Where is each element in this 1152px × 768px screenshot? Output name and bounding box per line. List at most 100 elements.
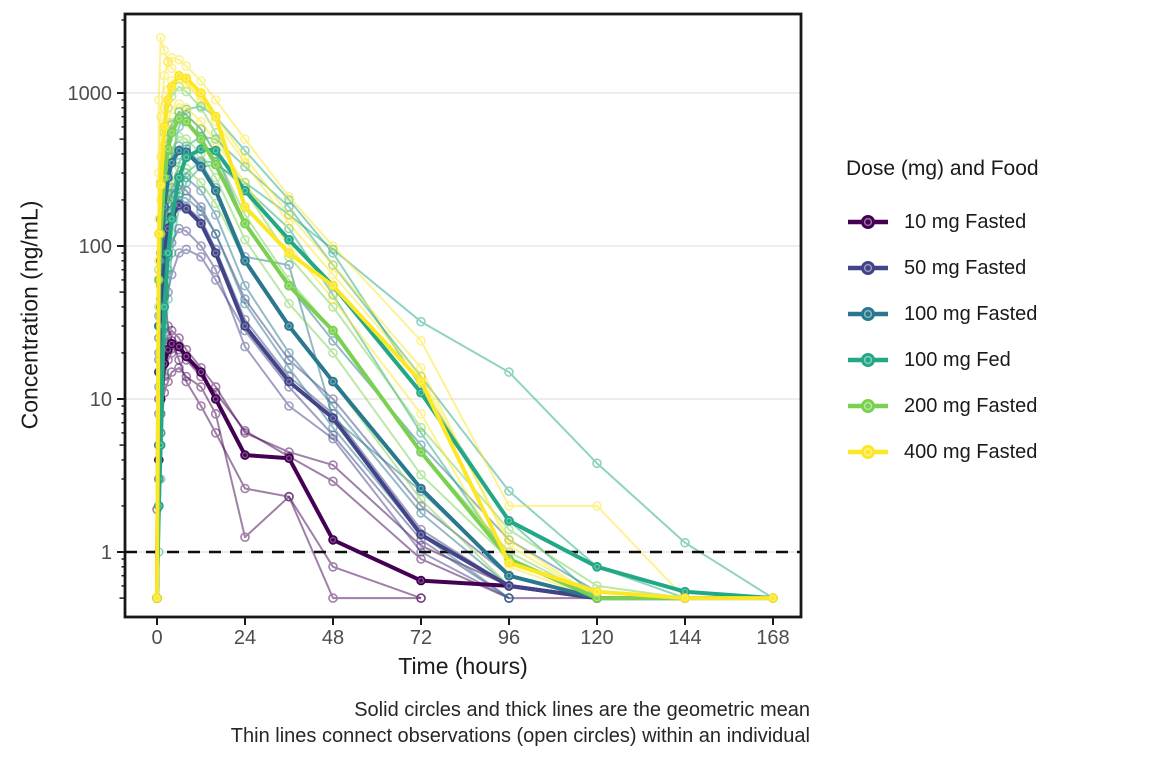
observation-open-circle [210, 95, 221, 105]
mean-solid-circle [504, 570, 514, 581]
observation-open-circle [196, 241, 206, 251]
observation-open-circle [240, 134, 250, 144]
observation-open-circle [196, 382, 206, 392]
mean-solid-circle [196, 161, 206, 172]
legend-item-100-mg-fed: 100 mg Fed [846, 337, 1039, 383]
x-tick-label: 144 [668, 627, 701, 649]
mean-solid-circle [181, 351, 192, 362]
legend-key-swatch [848, 307, 888, 321]
observation-open-circle [416, 554, 426, 564]
mean-solid-circle [159, 122, 170, 132]
caption-line-1: Solid circles and thick lines are the ge… [354, 699, 810, 721]
mean-circle-highlight [198, 369, 205, 376]
mean-solid-circle [196, 88, 206, 98]
observation-open-circle [210, 137, 221, 147]
mean-circle-highlight [330, 327, 337, 334]
y-tick-label: 1 [101, 542, 112, 564]
mean-circle-highlight [242, 220, 249, 227]
observation-open-circle [210, 382, 221, 392]
mean-circle-highlight [212, 396, 219, 403]
x-tick-label: 48 [322, 627, 344, 649]
mean-circle-highlight [183, 353, 190, 360]
mean-circle-highlight [183, 154, 190, 161]
observation-open-circle [504, 593, 514, 603]
observation-open-circle [181, 371, 192, 382]
observation-open-circle [284, 298, 294, 309]
mean-circle-highlight [198, 136, 205, 143]
mean-solid-circle [163, 95, 173, 105]
observation-open-circle [416, 593, 426, 603]
mean-circle-highlight [168, 216, 175, 223]
legend-item-200-mg-fasted: 200 mg Fasted [846, 383, 1039, 429]
caption: Solid circles and thick lines are the ge… [231, 697, 810, 749]
observation-open-circle [181, 134, 192, 144]
observation-open-circle [592, 458, 602, 469]
observation-open-circle [416, 501, 426, 511]
observation-open-circle [284, 401, 294, 411]
mean-circle-highlight [286, 323, 293, 330]
observation-open-circle [328, 335, 338, 346]
x-tick-label: 96 [498, 627, 520, 649]
observation-open-circle [328, 561, 338, 572]
mean-circle-highlight [593, 563, 600, 570]
mean-circle-highlight [165, 96, 172, 103]
mean-circle-highlight [242, 187, 249, 194]
mean-solid-circle [592, 562, 602, 572]
observation-open-circle [174, 99, 184, 109]
observation-open-circle [240, 428, 250, 438]
mean-circle-highlight [286, 455, 293, 462]
mean-solid-circle [196, 218, 206, 229]
mean-series-400-mg-fasted [152, 70, 778, 603]
legend-item-10-mg-fasted: 10 mg Fasted [846, 199, 1039, 245]
mean-solid-circle [240, 321, 250, 331]
observation-open-circle [416, 494, 426, 505]
mean-circle-highlight [198, 89, 205, 96]
x-tick-label: 24 [234, 627, 256, 649]
mean-circle-highlight [506, 582, 513, 589]
observation-open-circle [181, 226, 192, 236]
mean-solid-circle [240, 450, 250, 460]
mean-circle-highlight [157, 182, 164, 189]
observation-open-circle [210, 275, 221, 285]
mean-solid-circle [181, 152, 192, 163]
mean-solid-circle [504, 581, 514, 591]
observation-open-circle [210, 408, 221, 419]
observation-open-circle [196, 251, 206, 262]
observation-open-circle [174, 362, 184, 373]
legend-key-swatch [848, 445, 888, 459]
observation-open-circle [196, 177, 206, 188]
legend-item-50-mg-fasted: 50 mg Fasted [846, 245, 1039, 291]
x-tick-label: 120 [580, 627, 613, 649]
mean-solid-circle [210, 248, 221, 258]
observation-open-circle [196, 76, 206, 86]
mean-solid-circle [154, 229, 164, 239]
mean-solid-circle [416, 447, 426, 457]
x-tick-label: 168 [756, 627, 789, 649]
mean-circle-highlight [506, 572, 513, 579]
mean-solid-circle [210, 145, 221, 156]
mean-circle-highlight [176, 174, 183, 181]
legend-item-100-mg-fasted: 100 mg Fasted [846, 291, 1039, 337]
mean-solid-circle [284, 376, 294, 387]
mean-solid-circle [159, 302, 170, 312]
mean-solid-circle [152, 593, 162, 603]
mean-solid-circle [196, 367, 206, 377]
observation-open-circle [328, 422, 338, 433]
observation-open-circle [181, 61, 192, 71]
mean-solid-circle [166, 214, 177, 224]
mean-circle-highlight [681, 595, 688, 602]
observation-open-circle [328, 593, 338, 603]
mean-solid-circle [196, 134, 206, 144]
observation-open-circle [210, 229, 221, 239]
mean-solid-circle [210, 394, 221, 404]
legend-item-label: 100 mg Fasted [904, 302, 1038, 325]
individual-series-200-mg-fasted-3 [152, 106, 602, 603]
mean-solid-circle [328, 325, 338, 336]
y-tick-label: 100 [79, 236, 112, 258]
mean-circle-highlight [183, 75, 190, 82]
y-tick-label: 10 [90, 389, 112, 411]
legend-item-label: 50 mg Fasted [904, 256, 1027, 279]
mean-solid-circle [210, 159, 221, 170]
mean-solid-circle [174, 172, 184, 183]
legend-item-label: 400 mg Fasted [904, 440, 1038, 463]
